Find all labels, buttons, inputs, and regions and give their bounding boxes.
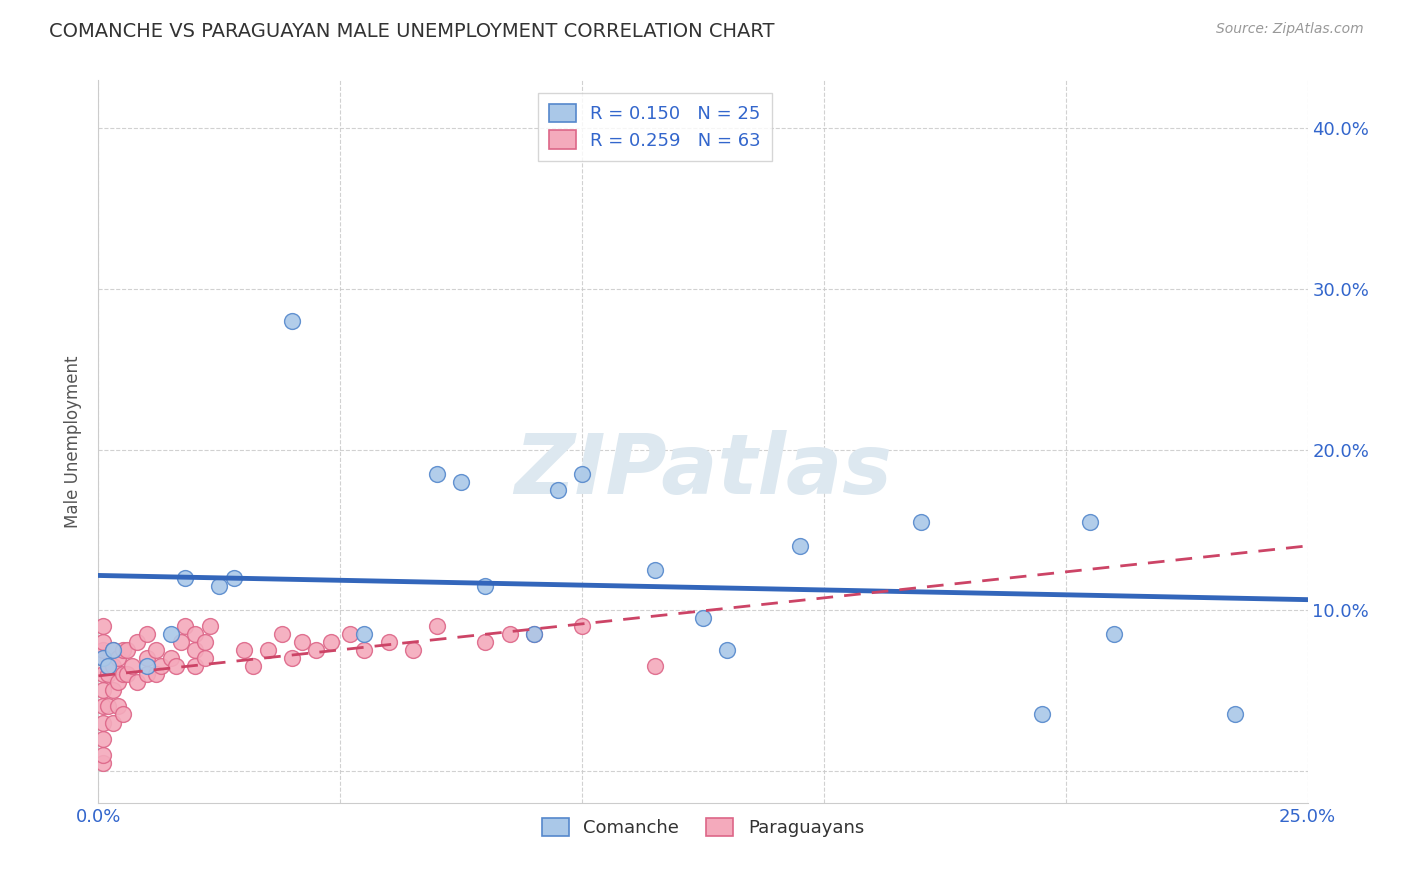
Point [117, 667, 139, 681]
Point [319, 635, 342, 649]
Text: COMANCHE VS PARAGUAYAN MALE UNEMPLOYMENT CORRELATION CHART: COMANCHE VS PARAGUAYAN MALE UNEMPLOYMENT… [49, 22, 775, 41]
Point [194, 635, 217, 649]
Point [174, 619, 197, 633]
Point [184, 627, 207, 641]
Point [111, 707, 134, 722]
Point [91, 651, 114, 665]
Point [716, 643, 738, 657]
Point [450, 475, 472, 489]
Point [1223, 707, 1246, 722]
Point [571, 619, 593, 633]
Point [426, 619, 449, 633]
Point [160, 627, 183, 641]
Point [97, 667, 120, 681]
Point [91, 756, 114, 770]
Point [789, 539, 811, 553]
Point [91, 715, 114, 730]
Point [1031, 707, 1053, 722]
Point [353, 643, 375, 657]
Point [107, 699, 129, 714]
Point [101, 683, 124, 698]
Point [198, 619, 221, 633]
Point [117, 643, 139, 657]
Point [97, 659, 120, 673]
Point [91, 731, 114, 746]
Point [523, 627, 546, 641]
Point [111, 643, 134, 657]
Point [97, 699, 120, 714]
Point [91, 635, 114, 649]
Point [474, 635, 496, 649]
Point [160, 651, 183, 665]
Point [91, 747, 114, 762]
Point [97, 659, 120, 673]
Point [194, 651, 217, 665]
Point [305, 643, 328, 657]
Point [377, 635, 399, 649]
Point [127, 675, 149, 690]
Point [101, 715, 124, 730]
Point [101, 643, 124, 657]
Point [91, 699, 114, 714]
Point [281, 314, 304, 328]
Point [127, 635, 149, 649]
Point [111, 667, 134, 681]
Point [91, 643, 114, 657]
Point [1078, 515, 1101, 529]
Point [169, 635, 191, 649]
Point [145, 667, 167, 681]
Point [91, 619, 114, 633]
Point [426, 467, 449, 481]
Point [222, 571, 245, 585]
Point [474, 579, 496, 593]
Text: ZIPatlas: ZIPatlas [515, 430, 891, 511]
Point [271, 627, 294, 641]
Point [135, 659, 157, 673]
Point [692, 611, 714, 625]
Point [145, 643, 167, 657]
Point [232, 643, 254, 657]
Point [101, 643, 124, 657]
Point [571, 467, 593, 481]
Point [135, 627, 157, 641]
Point [107, 675, 129, 690]
Point [208, 579, 231, 593]
Point [165, 659, 187, 673]
Point [91, 651, 114, 665]
Point [91, 667, 114, 681]
Point [353, 627, 375, 641]
Point [174, 571, 197, 585]
Point [290, 635, 312, 649]
Point [339, 627, 361, 641]
Point [121, 659, 143, 673]
Point [281, 651, 304, 665]
Point [498, 627, 520, 641]
Point [184, 643, 207, 657]
Point [150, 659, 173, 673]
Point [91, 683, 114, 698]
Text: Source: ZipAtlas.com: Source: ZipAtlas.com [1216, 22, 1364, 37]
Point [644, 659, 666, 673]
Point [523, 627, 546, 641]
Point [135, 667, 157, 681]
Point [644, 563, 666, 577]
Point [135, 651, 157, 665]
Point [256, 643, 278, 657]
Point [402, 643, 425, 657]
Legend: Comanche, Paraguayans: Comanche, Paraguayans [534, 811, 872, 845]
Point [547, 483, 569, 497]
Point [101, 659, 124, 673]
Point [107, 651, 129, 665]
Y-axis label: Male Unemployment: Male Unemployment [65, 355, 83, 528]
Point [184, 659, 207, 673]
Point [1102, 627, 1125, 641]
Point [242, 659, 264, 673]
Point [910, 515, 932, 529]
